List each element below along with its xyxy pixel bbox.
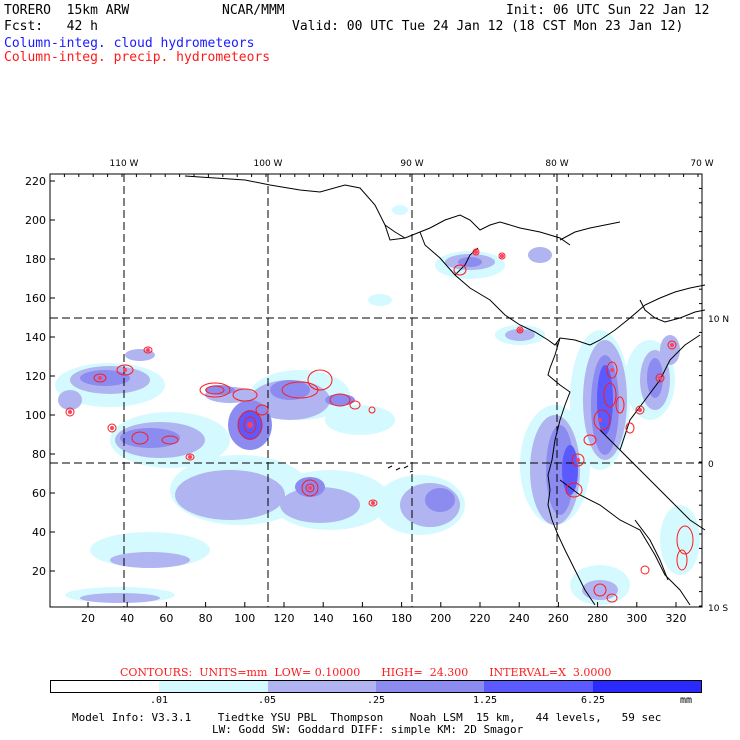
x-tick-label: 200 (430, 612, 451, 625)
lon-label-110w: 110 W (110, 159, 139, 169)
y-tick-label: 80 (32, 448, 46, 461)
legend-tick: 6.25 (580, 695, 606, 706)
org-label: NCAR/MMM (222, 3, 285, 18)
y-tick-label: 100 (25, 409, 46, 422)
y-tick-label: 20 (32, 565, 46, 578)
legend-tick: .01 (149, 695, 169, 706)
x-tick-label: 180 (391, 612, 412, 625)
legend-swatch (51, 681, 160, 692)
legend-swatch (267, 681, 376, 692)
legend-swatch (375, 681, 485, 692)
legend-tick: .05 (257, 695, 277, 706)
lat-label-10n: 10 N (708, 315, 729, 325)
x-tick-label: 60 (159, 612, 173, 625)
x-tick-label: 80 (199, 612, 213, 625)
legend-swatch (484, 681, 593, 692)
model-info-line1: Model Info: V3.3.1 Tiedtke YSU PBL Thomp… (72, 711, 662, 724)
x-tick-label: 260 (548, 612, 569, 625)
legend-swatch (592, 681, 701, 692)
y-tick-label: 60 (32, 487, 46, 500)
x-tick-label: 40 (120, 612, 134, 625)
forecast-hour: Fcst: 42 h (4, 19, 98, 34)
init-time: Init: 06 UTC Sun 22 Jan 12 (506, 3, 710, 18)
x-tick-label: 240 (509, 612, 530, 625)
x-tick-label: 220 (470, 612, 491, 625)
x-tick-label: 300 (626, 612, 647, 625)
y-tick-label: 200 (25, 214, 46, 227)
y-tick-label: 40 (32, 526, 46, 539)
y-tick-label: 120 (25, 370, 46, 383)
legend-tick: 1.25 (472, 695, 498, 706)
precip-contours (65, 248, 694, 603)
lon-label-100w: 100 W (254, 159, 283, 169)
field-precip-label: Column-integ. precip. hydrometeors (4, 50, 271, 65)
legend-tick: .25 (366, 695, 386, 706)
valid-time: Valid: 00 UTC Tue 24 Jan 12 (18 CST Mon … (292, 19, 684, 34)
cloud-shading (55, 205, 700, 605)
axis-labels: 110 W 100 W 90 W 80 W 70 W 10 N 0 10 S 2… (25, 159, 729, 625)
lat-label-10s: 10 S (708, 604, 728, 614)
precip-cores (68, 250, 674, 505)
y-tick-label: 140 (25, 331, 46, 344)
x-tick-label: 100 (234, 612, 255, 625)
lon-label-70w: 70 W (690, 159, 713, 169)
axis-ticks (49, 173, 702, 607)
y-tick-label: 160 (25, 292, 46, 305)
y-tick-label: 180 (25, 253, 46, 266)
x-tick-label: 20 (81, 612, 95, 625)
y-tick-label: 220 (25, 175, 46, 188)
x-tick-label: 320 (666, 612, 687, 625)
lon-label-90w: 90 W (400, 159, 423, 169)
x-tick-label: 160 (352, 612, 373, 625)
model-info-line2: LW: Godd SW: Goddard DIFF: simple KM: 2D… (212, 723, 524, 736)
lat-label-0: 0 (708, 460, 714, 470)
x-tick-label: 280 (587, 612, 608, 625)
field-cloud-label: Column-integ. cloud hydrometeors (4, 36, 255, 51)
x-tick-label: 120 (274, 612, 295, 625)
legend-unit: mm (679, 695, 693, 706)
legend-swatch (159, 681, 268, 692)
model-title: TORERO 15km ARW (4, 3, 130, 18)
color-legend-bar (50, 680, 702, 693)
lat-lon-grid (50, 174, 702, 607)
x-tick-label: 140 (313, 612, 334, 625)
lon-label-80w: 80 W (545, 159, 568, 169)
contour-info: CONTOURS: UNITS=mm LOW= 0.10000 HIGH= 24… (120, 666, 612, 679)
